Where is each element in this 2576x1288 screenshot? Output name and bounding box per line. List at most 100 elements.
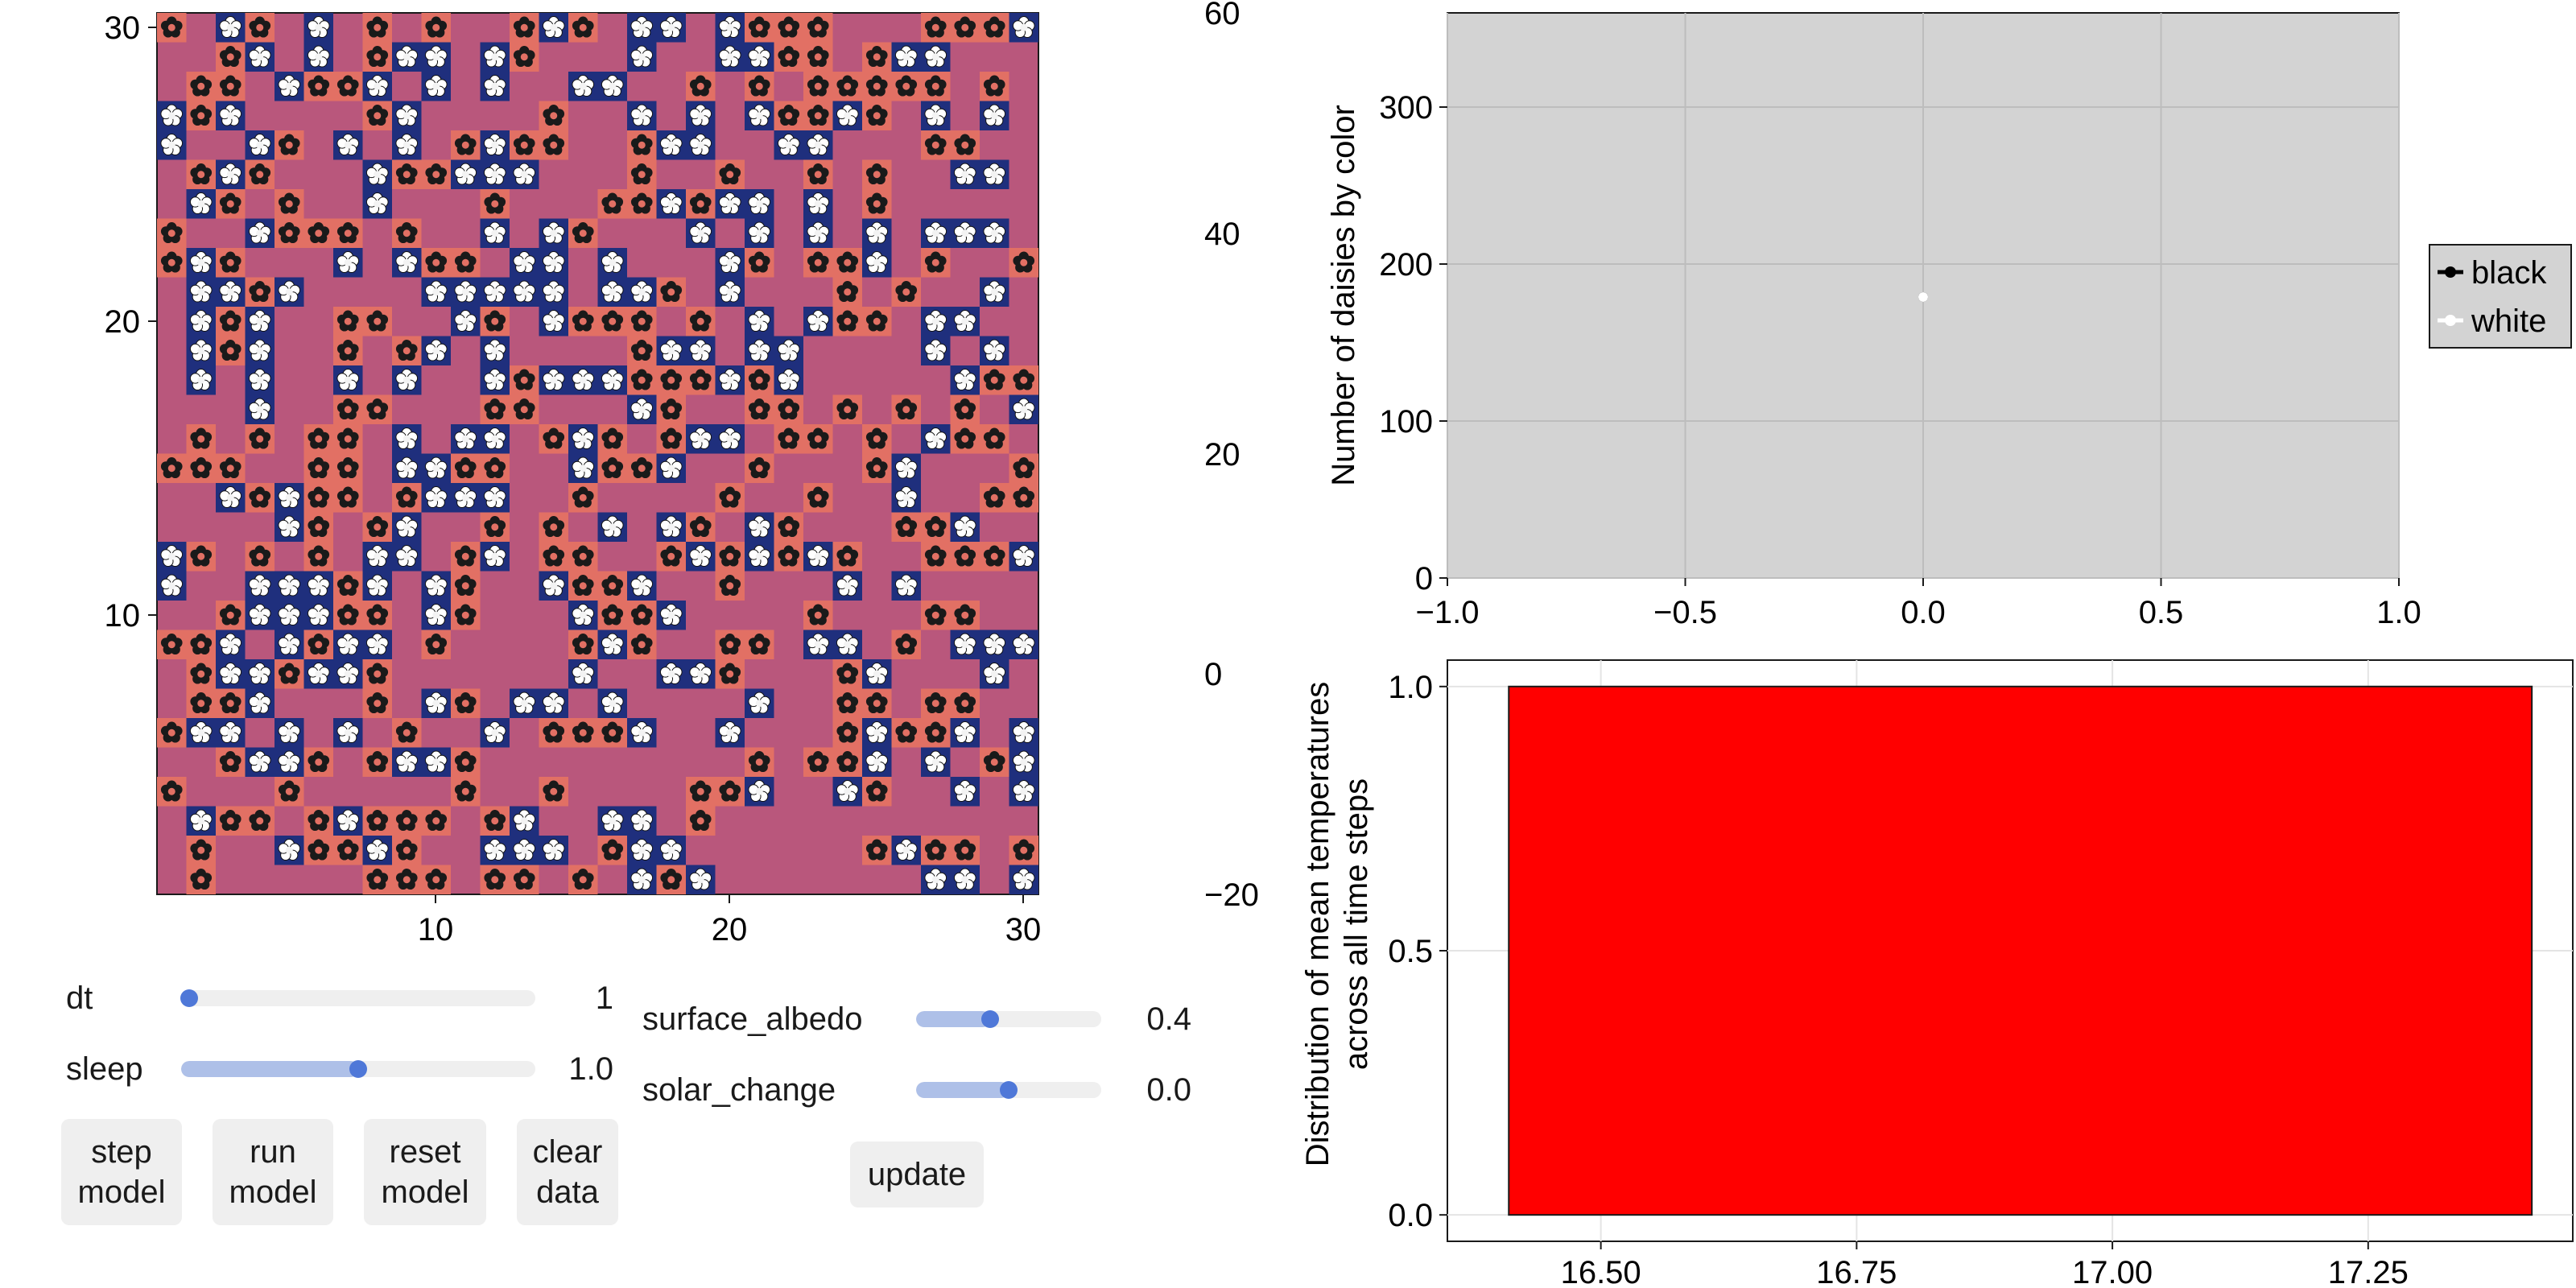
clear-data-button[interactable]: clear data: [517, 1119, 618, 1225]
white-daisy-cell: [656, 512, 686, 542]
reset-model-button[interactable]: reset model: [364, 1119, 486, 1225]
white-daisy-cell: [597, 806, 627, 836]
white-daisy-cell: [245, 42, 275, 72]
surface-albedo-value: 0.4: [1146, 1001, 1191, 1037]
white-daisy-cell: [686, 218, 716, 248]
run-model-button[interactable]: run model: [213, 1119, 333, 1225]
black-daisy-cell: [451, 453, 481, 483]
black-daisy-cell: [803, 747, 833, 777]
black-daisy-cell: [656, 424, 686, 454]
black-daisy-cell: [216, 601, 246, 630]
white-daisy-cell: [216, 101, 246, 130]
white-daisy-cell: [862, 659, 892, 689]
bar-chart-y-label: Distribution of mean temperatures: [1300, 682, 1335, 1167]
surface-albedo-slider[interactable]: [916, 1011, 1101, 1027]
solar-change-slider-thumb[interactable]: [1000, 1081, 1018, 1099]
black-daisy-cell: [333, 424, 363, 454]
white-daisy-cell: [480, 424, 510, 454]
black-daisy-cell: [950, 424, 980, 454]
black-daisy-cell: [862, 424, 892, 454]
bar-chart-x-tick-label: 16.75: [1816, 1255, 1897, 1288]
white-daisy-cell: [216, 277, 246, 307]
black-daisy-cell: [597, 424, 627, 454]
white-daisy-cell: [862, 747, 892, 777]
white-daisy-cell: [656, 601, 686, 630]
black-daisy-cell: [303, 836, 333, 865]
white-daisy-cell: [597, 248, 627, 278]
surface-albedo-slider-fill: [916, 1011, 990, 1027]
black-daisy-cell: [157, 248, 187, 278]
black-daisy-cell: [950, 542, 980, 572]
black-daisy-cell: [627, 159, 657, 189]
black-daisy-cell: [510, 13, 539, 43]
white-daisy-cell: [921, 747, 951, 777]
black-daisy-cell: [921, 72, 951, 101]
black-daisy-cell: [186, 659, 216, 689]
black-daisy-cell: [245, 483, 275, 513]
white-daisy-cell: [1009, 13, 1038, 43]
line-chart-y-ticks: 0 100 200 300: [1379, 90, 1447, 597]
step-model-button[interactable]: step model: [61, 1119, 182, 1225]
black-daisy-cell: [451, 248, 481, 278]
black-daisy-cell: [275, 130, 304, 160]
grid-x-tick: 30: [1005, 912, 1042, 947]
black-daisy-cell: [303, 512, 333, 542]
white-daisy-cell: [745, 218, 774, 248]
black-daisy-cell: [362, 747, 392, 777]
black-daisy-cell: [862, 159, 892, 189]
dt-slider[interactable]: [181, 990, 535, 1006]
black-daisy-cell: [745, 630, 774, 659]
white-daisy-cell: [627, 806, 657, 836]
black-daisy-cell: [303, 630, 333, 659]
black-daisy-cell: [921, 130, 951, 160]
white-daisy-cell: [950, 365, 980, 395]
black-daisy-cell: [597, 453, 627, 483]
white-daisy-cell: [568, 424, 598, 454]
white-daisy-cell: [656, 13, 686, 43]
temperature-bar: [1508, 685, 2533, 1216]
white-daisy-cell: [392, 512, 422, 542]
white-daisy-cell: [245, 307, 275, 336]
line-chart-y-tick-label: 100: [1379, 404, 1433, 440]
white-daisy-cell: [921, 424, 951, 454]
black-daisy-cell: [480, 512, 510, 542]
black-daisy-cell: [186, 101, 216, 130]
black-daisy-cell: [216, 336, 246, 365]
black-daisy-cell: [745, 72, 774, 101]
white-daisy-cell: [392, 42, 422, 72]
sleep-slider-thumb[interactable]: [349, 1060, 367, 1078]
black-daisy-cell: [539, 777, 568, 807]
black-daisy-cell: [803, 483, 833, 513]
black-daisy-cell: [186, 630, 216, 659]
black-daisy-cell: [745, 365, 774, 395]
line-chart-x-tick-label: 1.0: [2376, 595, 2421, 630]
black-daisy-cell: [950, 688, 980, 718]
white-daisy-cell: [980, 159, 1009, 189]
white-daisy-cell: [597, 512, 627, 542]
model-grid-plot: 10 20 30 10 20 30: [105, 10, 1042, 947]
white-daisy-cell: [950, 630, 980, 659]
white-daisy-cell: [186, 277, 216, 307]
white-daisy-cell: [333, 130, 363, 160]
white-daisy-cell: [862, 718, 892, 748]
black-daisy-cell: [392, 865, 422, 894]
update-button[interactable]: update: [850, 1141, 984, 1208]
white-daisy-cell: [186, 365, 216, 395]
white-daisy-cell: [745, 542, 774, 572]
black-daisy-cell: [568, 571, 598, 601]
black-daisy-cell: [362, 688, 392, 718]
black-daisy-cell: [421, 248, 451, 278]
black-daisy-cell: [832, 394, 862, 424]
white-daisy-cell: [568, 72, 598, 101]
white-daisy-cell: [392, 101, 422, 130]
white-daisy-cell: [539, 13, 568, 43]
black-daisy-cell: [157, 453, 187, 483]
dt-slider-thumb[interactable]: [180, 989, 198, 1007]
white-daisy-cell: [392, 130, 422, 160]
black-daisy-cell: [216, 688, 246, 718]
black-daisy-cell: [627, 630, 657, 659]
black-daisy-cell: [715, 483, 745, 513]
surface-albedo-slider-thumb[interactable]: [981, 1010, 999, 1028]
white-daisy-cell: [510, 159, 539, 189]
white-daisy-cell: [275, 72, 304, 101]
